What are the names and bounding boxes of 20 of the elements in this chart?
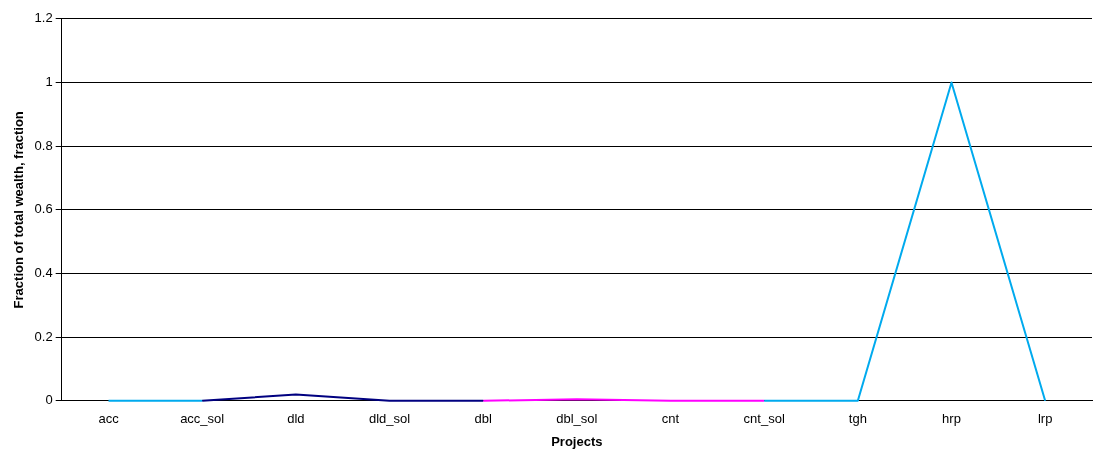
y-tick-label: 1.2 [34,10,53,26]
x-tick-label: dbl [474,411,492,427]
y-tick-label: 0.4 [34,265,53,281]
y-tick-label: 0.6 [34,201,53,217]
x-tick-label: tgh [848,411,867,427]
x-tick-label: hrp [942,411,961,427]
x-tick-label: dld_sol [368,411,411,427]
x-axis-title: Projects [551,433,603,449]
y-tick-label: 0 [45,392,53,408]
y-tick-label: 0.8 [34,137,53,153]
x-tick-label: cnt [661,411,680,427]
y-tick-label: 0.2 [34,328,53,344]
x-tick-label: cnt_sol [743,411,785,427]
x-tick-label: dld [287,411,305,427]
x-tick-label: acc [98,411,120,427]
x-tick-label: lrp [1037,411,1053,427]
x-tick-label: dbl_sol [556,411,598,427]
y-tick-label: 1 [45,74,53,90]
x-tick-label: acc_sol [180,411,225,427]
y-axis-title: Fraction of total wealth, fraction [11,111,27,309]
